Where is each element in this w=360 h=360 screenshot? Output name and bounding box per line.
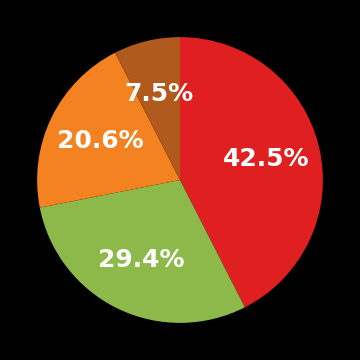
- Wedge shape: [180, 37, 323, 307]
- Wedge shape: [37, 53, 180, 208]
- Wedge shape: [40, 180, 245, 323]
- Wedge shape: [115, 37, 180, 180]
- Text: 42.5%: 42.5%: [223, 147, 309, 171]
- Text: 29.4%: 29.4%: [98, 248, 185, 272]
- Text: 20.6%: 20.6%: [57, 129, 144, 153]
- Text: 7.5%: 7.5%: [125, 82, 194, 106]
